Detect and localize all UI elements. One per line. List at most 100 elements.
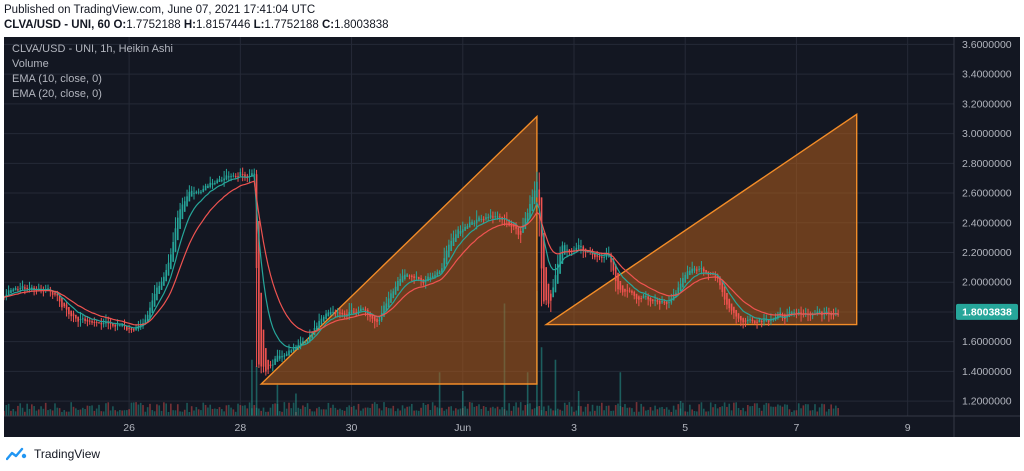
chart-svg[interactable]: 3.6000000 3.4000000 3.2000000 3.0000000 2.80… [3, 37, 1020, 437]
candle-body [223, 178, 225, 181]
candle-body [663, 301, 666, 303]
symbol-label: CLVA/USD - UNI, 60 [4, 19, 111, 31]
volume-spike [554, 359, 557, 416]
volume-bar [756, 403, 758, 416]
volume-bar [457, 409, 459, 416]
volume-spike [251, 359, 253, 416]
candle-body [135, 328, 137, 330]
volume-spike [255, 366, 258, 416]
candle-body [355, 311, 358, 313]
candle-body [404, 274, 406, 280]
candle-body [633, 291, 636, 296]
candle-body [278, 355, 281, 359]
footer: TradingView [0, 441, 1024, 471]
candle-body [487, 216, 490, 219]
candle-body [575, 247, 578, 251]
candle-body [394, 286, 397, 295]
volume-bar [543, 406, 545, 416]
volume-bar [665, 407, 668, 416]
volume-spike [438, 372, 441, 416]
volume-bar [93, 410, 96, 416]
candle-body [112, 323, 114, 326]
volume-bar [410, 403, 413, 416]
candle-body [691, 268, 693, 273]
candle-body [744, 320, 747, 322]
volume-bar [645, 410, 647, 416]
volume-bar [684, 411, 687, 416]
candle-body [163, 276, 165, 286]
volume-bar [258, 408, 260, 416]
volume-bar [360, 410, 362, 416]
candle-body [239, 171, 242, 177]
candle-body [77, 316, 79, 322]
candle-body [128, 327, 130, 329]
volume-bar [746, 405, 749, 416]
volume-bar [682, 402, 684, 416]
candle-body [619, 281, 622, 290]
volume-bar [830, 404, 833, 416]
volume-bar [512, 406, 515, 416]
volume-bar [707, 411, 710, 416]
candle-body [536, 181, 538, 198]
candle-body [285, 353, 288, 357]
volume-bar [68, 411, 70, 416]
volume-spike [577, 391, 580, 416]
candle-body [346, 314, 348, 316]
candle-body [306, 340, 309, 343]
volume-bar [267, 411, 269, 416]
volume-bar [30, 404, 33, 416]
volume-bar [566, 404, 568, 416]
volume-bar [72, 406, 75, 416]
volume-bar [802, 405, 805, 416]
candle-body [304, 342, 307, 344]
ema10-line [3, 174, 839, 349]
candle-body [81, 318, 84, 320]
volume-bar [610, 410, 612, 416]
candle-body [635, 293, 638, 299]
volume-bar [209, 404, 212, 416]
volume-bar [253, 405, 256, 416]
candle-body [373, 316, 376, 322]
volume-bar [7, 403, 10, 416]
volume-bar [485, 407, 487, 416]
volume-bar [651, 410, 654, 416]
candle-body [12, 289, 15, 292]
candle-body [58, 294, 61, 302]
time-axis[interactable]: 26 28 30 Jun 3 5 7 9 [123, 422, 910, 434]
candle-body [612, 258, 615, 271]
volume-bar [216, 408, 218, 416]
volume-bar [559, 409, 561, 416]
candle-body [438, 271, 441, 275]
volume-bar [14, 411, 17, 416]
candle-body [737, 313, 740, 319]
volume-bar [804, 404, 807, 416]
chart-panel[interactable]: 3.6000000 3.4000000 3.2000000 3.0000000 2.80… [3, 37, 1020, 437]
volume-bar [589, 411, 592, 416]
volume-bar [211, 408, 214, 416]
volume-bar [519, 402, 522, 416]
pattern-layer[interactable] [259, 112, 858, 385]
volume-bar [529, 403, 531, 416]
volume-bar [265, 411, 267, 416]
tradingview-logo[interactable]: TradingView [6, 447, 100, 461]
volume-bar [329, 407, 332, 416]
candle-body [385, 303, 388, 312]
candle-body [176, 217, 179, 241]
candle-body [746, 319, 749, 322]
volume-bar [109, 410, 112, 416]
candle-body [809, 314, 812, 316]
candle-body [299, 342, 302, 347]
volume-bar [387, 408, 390, 416]
triangle-1 [259, 114, 538, 385]
candle-body [207, 185, 209, 189]
candle-body [311, 331, 313, 339]
candle-body [410, 275, 413, 278]
volume-bar [496, 406, 499, 416]
volume-bar [223, 411, 225, 416]
volume-bar [723, 402, 726, 416]
candle-body [413, 276, 415, 278]
candle-body [577, 244, 580, 250]
volume-bar [445, 409, 448, 416]
volume-bar [797, 403, 800, 416]
candle-body [517, 227, 520, 235]
